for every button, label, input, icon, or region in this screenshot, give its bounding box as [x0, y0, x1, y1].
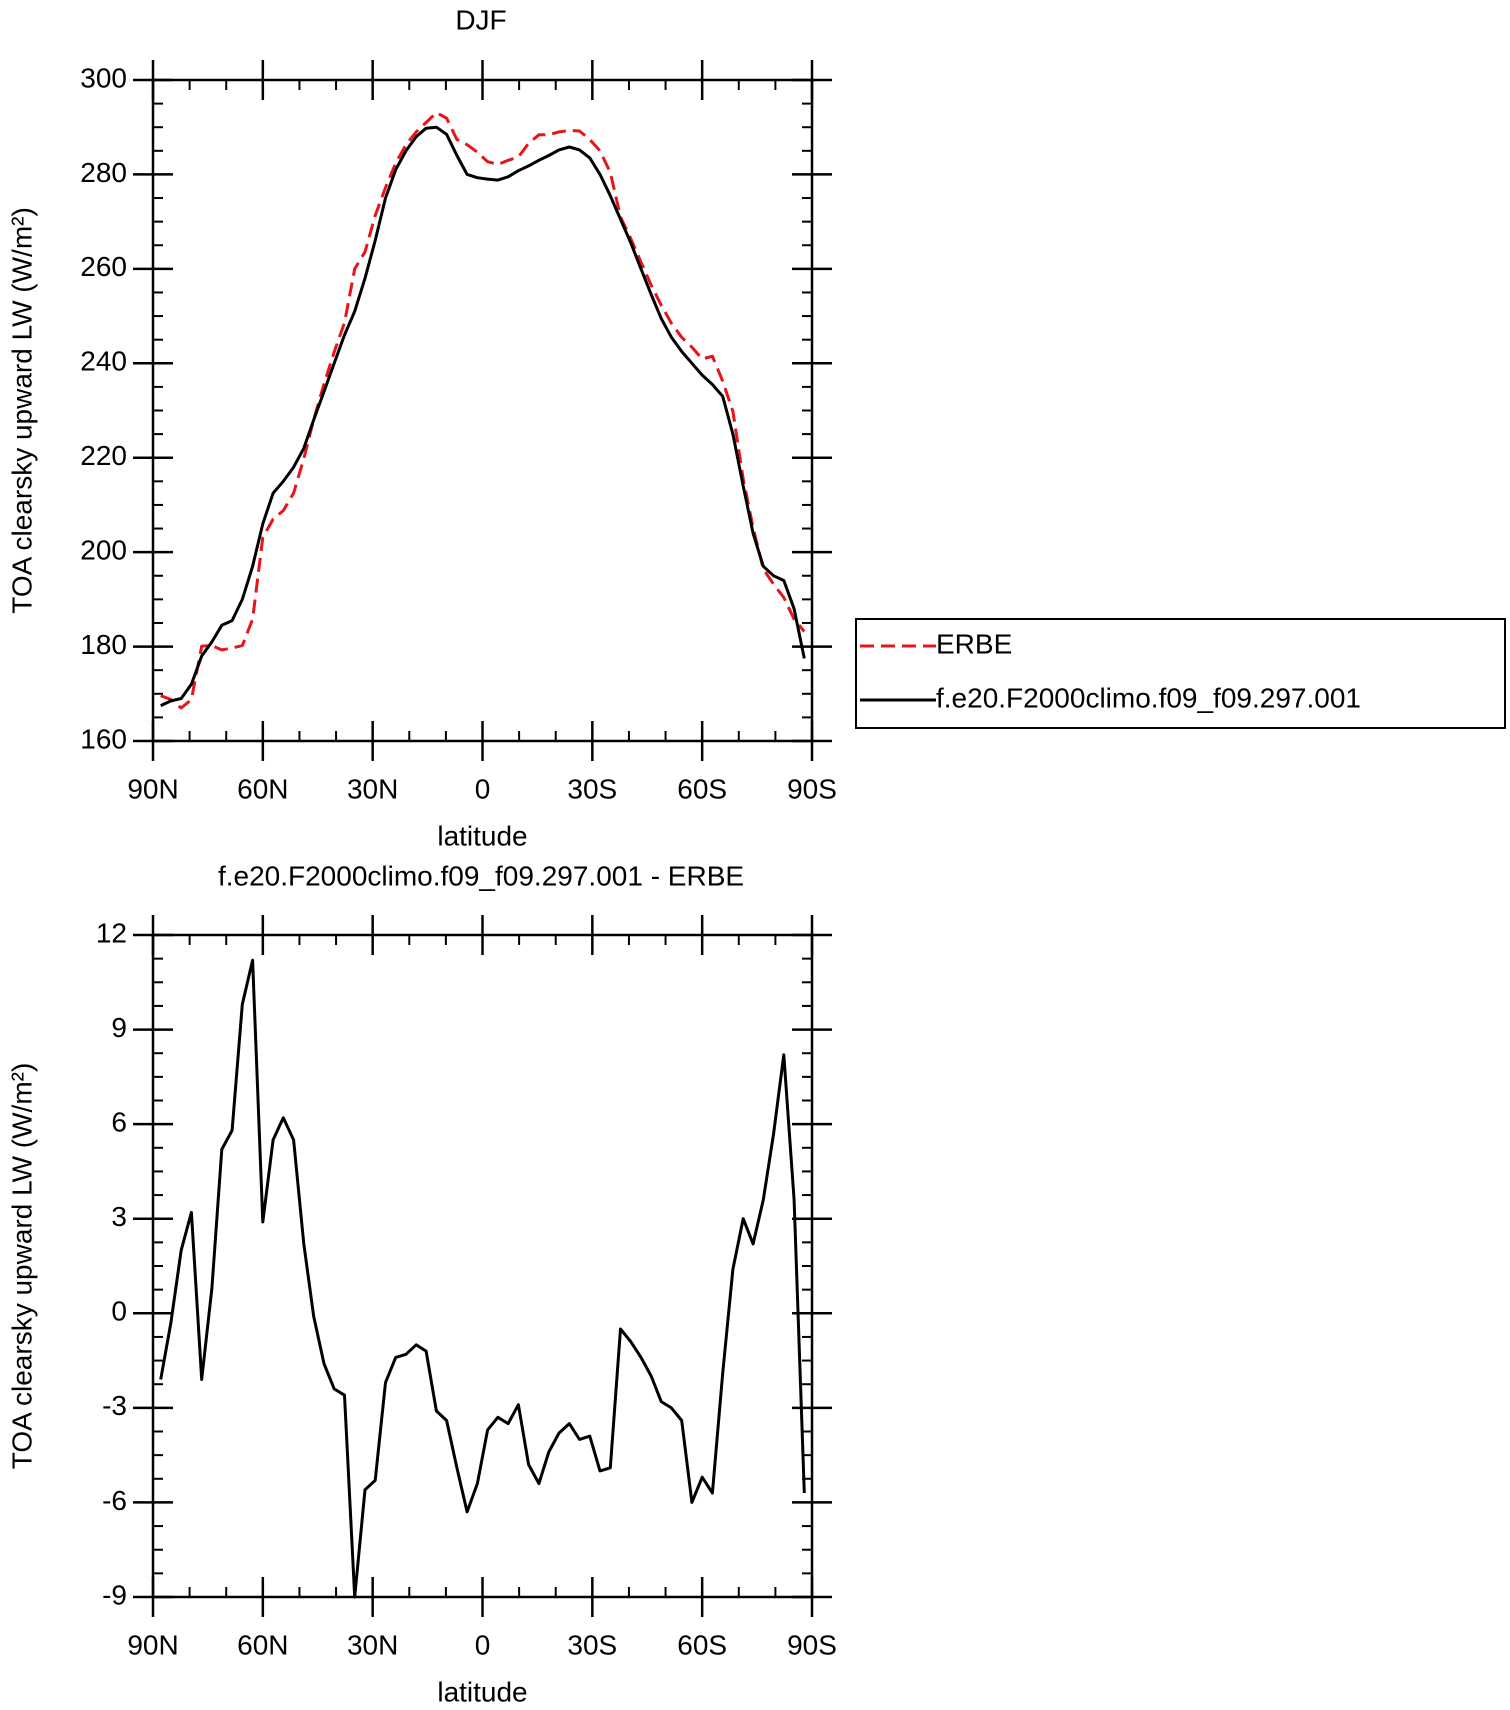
- x-tick-label: 90N: [127, 773, 178, 804]
- y-tick-label: -6: [102, 1485, 127, 1516]
- x-tick-label: 30N: [347, 773, 398, 804]
- y-tick-label: 12: [96, 917, 127, 948]
- y-tick-label: 220: [80, 440, 127, 471]
- y-tick-label: -9: [102, 1579, 127, 1610]
- data-line: [159, 958, 806, 1599]
- x-tick-label: 30N: [347, 1629, 398, 1660]
- y-tick-label: 6: [111, 1107, 127, 1138]
- x-axis-label: latitude: [437, 1676, 527, 1707]
- x-tick-label: 30S: [567, 773, 617, 804]
- y-tick-label: 200: [80, 535, 127, 566]
- y-tick-label: 260: [80, 251, 127, 282]
- plot-frame: [151, 78, 814, 743]
- x-tick-label: 90S: [787, 773, 837, 804]
- y-axis-label: TOA clearsky upward LW (W/m²): [6, 207, 37, 614]
- data-line: [160, 125, 806, 707]
- y-tick-label: 300: [80, 62, 127, 93]
- x-tick-label: 0: [475, 1629, 491, 1660]
- y-tick-label: 0: [111, 1296, 127, 1327]
- legend-label: ERBE: [936, 628, 1012, 659]
- legend-label: f.e20.F2000climo.f09_f09.297.001: [936, 682, 1361, 713]
- y-tick-label: -3: [102, 1390, 127, 1421]
- x-axis-label: latitude: [437, 820, 527, 851]
- plot-frame: [151, 933, 814, 1599]
- y-tick-label: 9: [111, 1012, 127, 1043]
- legend-box: [855, 618, 1506, 729]
- x-tick-label: 60N: [237, 773, 288, 804]
- data-line: [160, 111, 806, 710]
- y-tick-label: 180: [80, 629, 127, 660]
- y-tick-label: 160: [80, 723, 127, 754]
- x-tick-label: 60S: [677, 1629, 727, 1660]
- x-tick-label: 60S: [677, 773, 727, 804]
- x-tick-label: 90N: [127, 1629, 178, 1660]
- x-tick-label: 30S: [567, 1629, 617, 1660]
- y-tick-label: 280: [80, 157, 127, 188]
- y-tick-label: 240: [80, 346, 127, 377]
- y-tick-label: 3: [111, 1201, 127, 1232]
- x-tick-label: 0: [475, 773, 491, 804]
- x-tick-label: 90S: [787, 1629, 837, 1660]
- chart-title: DJF: [455, 4, 506, 35]
- chart-title: f.e20.F2000climo.f09_f09.297.001 - ERBE: [218, 860, 744, 891]
- y-axis-label: TOA clearsky upward LW (W/m²): [6, 1063, 37, 1470]
- x-tick-label: 60N: [237, 1629, 288, 1660]
